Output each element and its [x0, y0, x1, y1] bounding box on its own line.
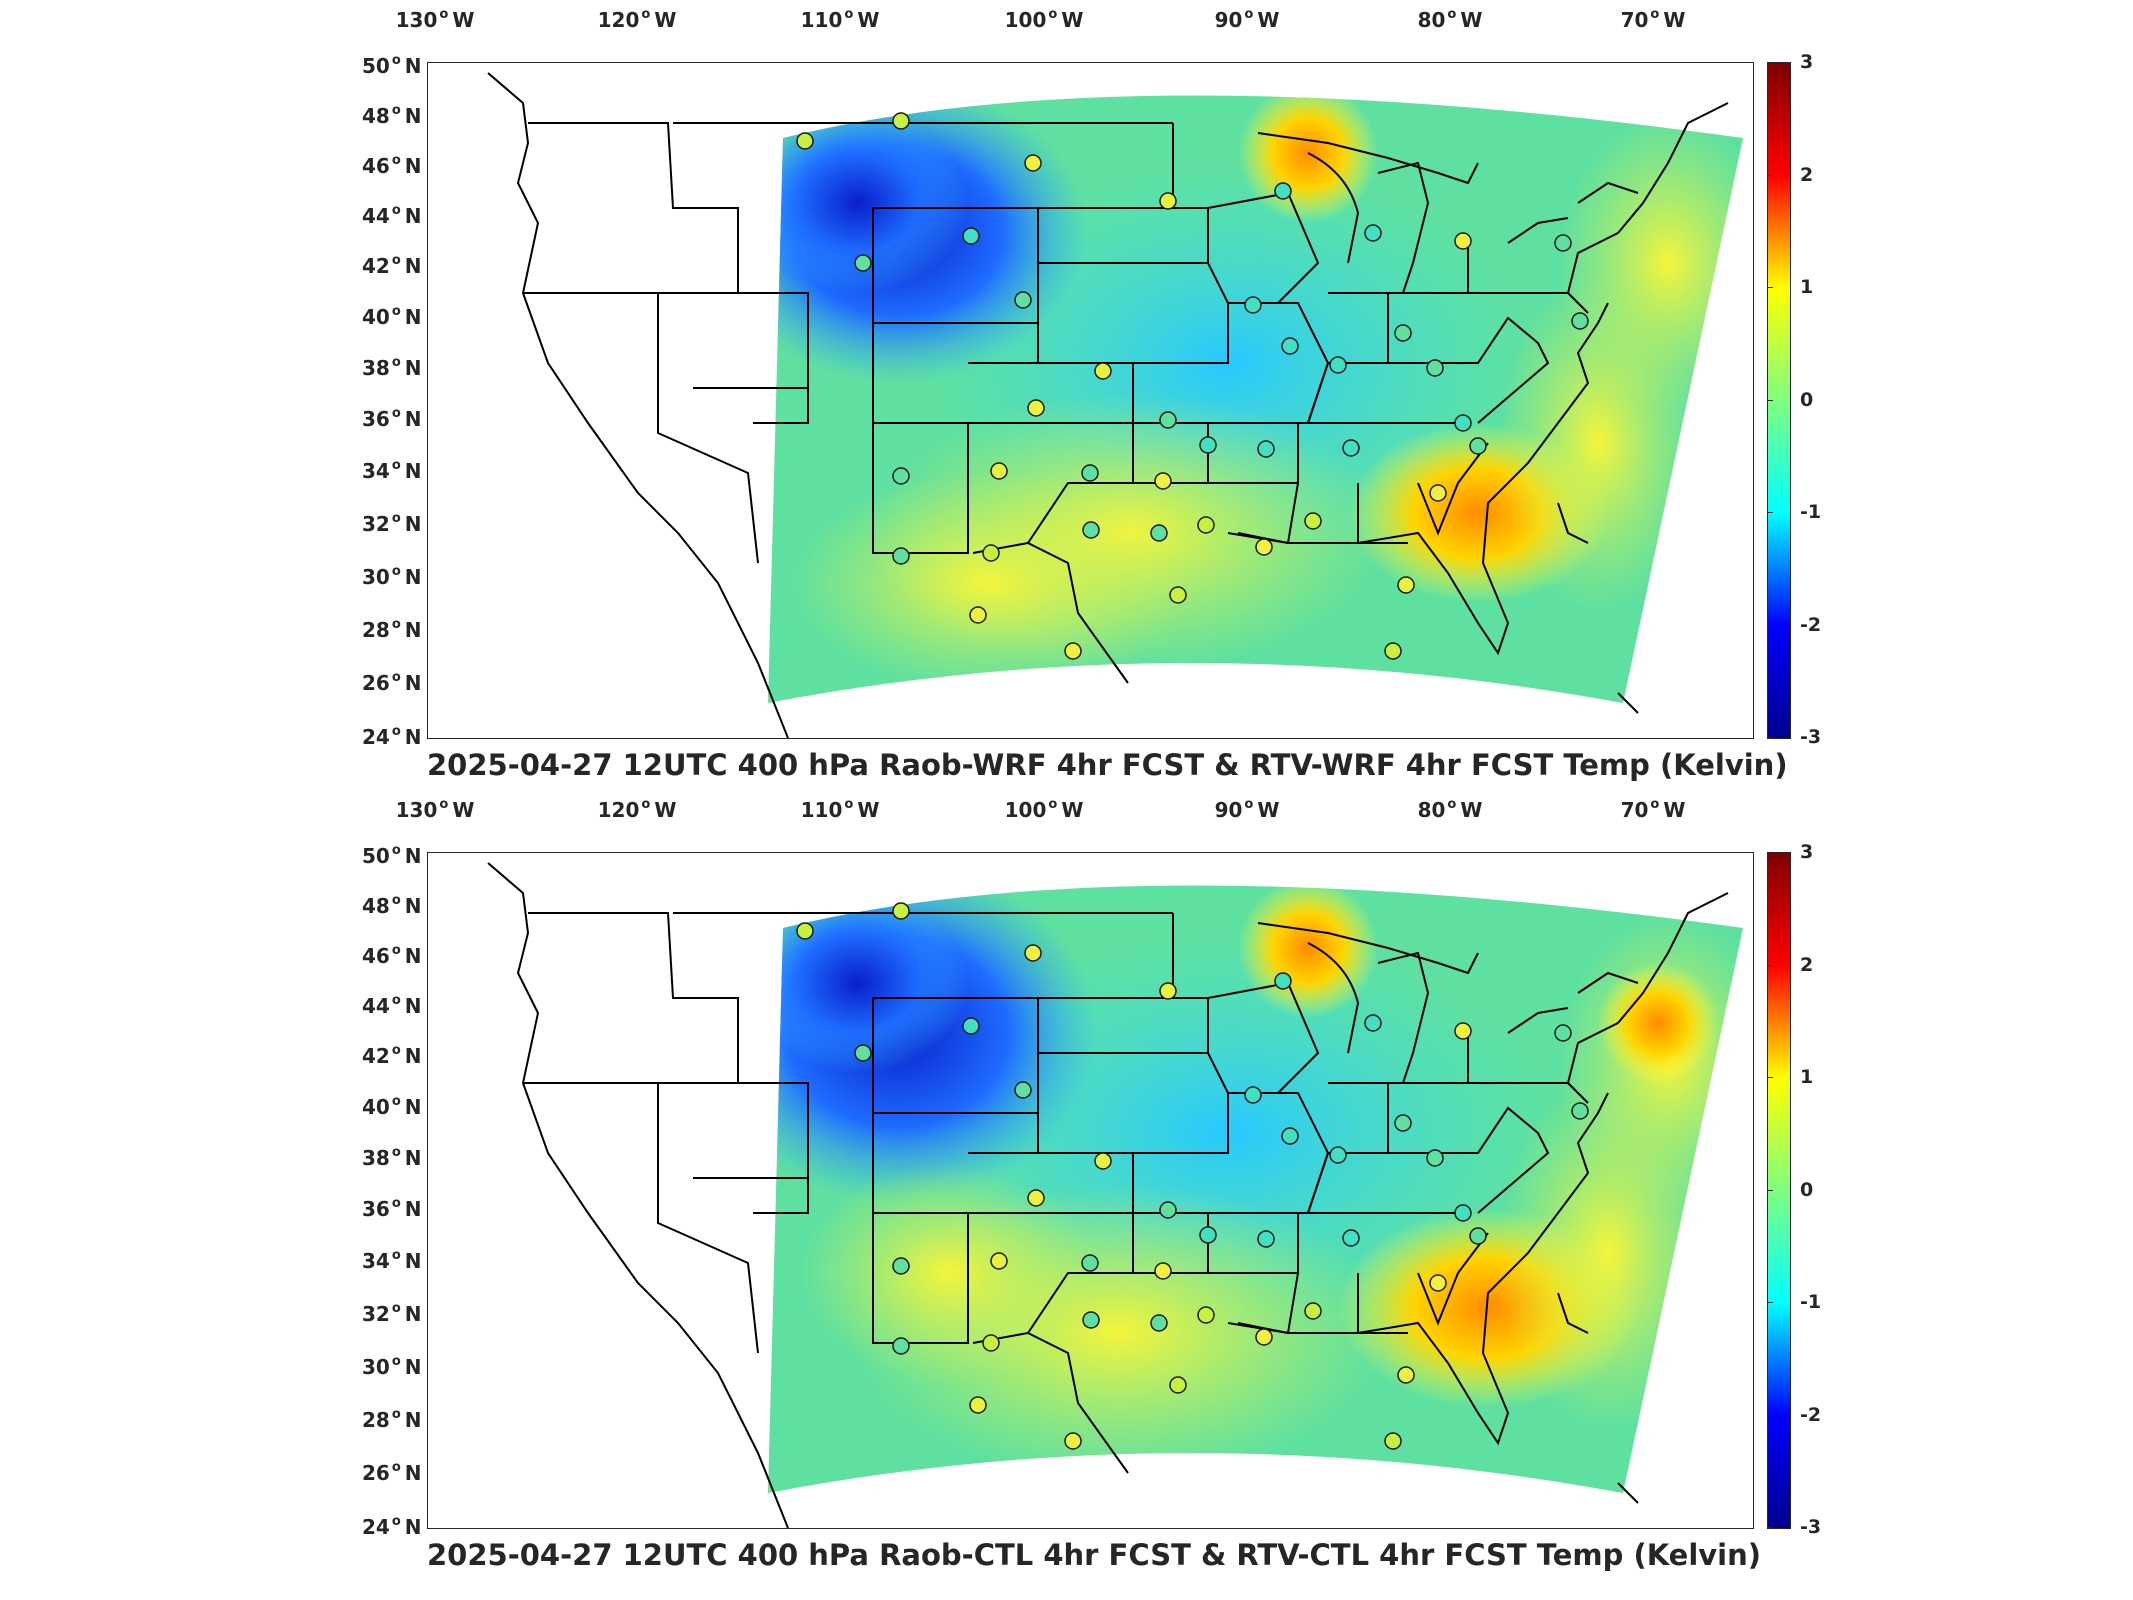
latitude-tick-label: 28 o N: [362, 617, 422, 643]
longitude-tick-label: 110 o W: [800, 797, 880, 822]
colorbar: [1767, 852, 1791, 1529]
colorbar: [1767, 62, 1791, 739]
latitude-tick-label: 34 o N: [362, 458, 422, 484]
latitude-tick-label: 34 o N: [362, 1248, 422, 1274]
latitude-tick-label: 24 o N: [362, 724, 422, 749]
colorbar-tick-mark: [1767, 737, 1773, 738]
raob-stations: [796, 112, 1589, 660]
colorbar-tick-mark: [1767, 287, 1773, 288]
state-borders: [487, 862, 1729, 1528]
latitude-tick-label: 50 o N: [362, 843, 422, 868]
model-domain-field: [768, 95, 1743, 703]
colorbar-tick-mark: [1767, 1527, 1773, 1528]
map-area: [427, 62, 1754, 739]
state-borders: [487, 72, 1729, 738]
latitude-tick-label: 46 o N: [362, 152, 422, 178]
latitude-tick-label: 26 o N: [362, 1460, 422, 1486]
latitude-tick-label: 26 o N: [362, 670, 422, 696]
colorbar-tick-label: 2: [1800, 163, 1814, 186]
latitude-tick-label: 40 o N: [362, 1093, 422, 1119]
map-area: [427, 852, 1754, 1529]
latitude-tick-label: 38 o N: [362, 354, 422, 380]
model-domain-field: [768, 885, 1743, 1493]
colorbar-tick-mark: [1767, 174, 1773, 176]
longitude-tick-label: 120 o W: [597, 797, 677, 822]
latitude-tick-label: 24 o N: [362, 1514, 422, 1539]
latitude-tick-label: 48 o N: [362, 102, 422, 128]
colorbar-tick-mark: [1767, 1077, 1773, 1078]
longitude-tick-label: 130 o W: [395, 797, 475, 822]
colorbar-tick-mark: [1767, 62, 1773, 63]
colorbar-tick-label: 3: [1800, 51, 1814, 73]
panel-bottom: 130 o W 120 o W 110 o W 100 o W 90 o W 80 o W 70 o W 50 o N 48 o…: [0, 790, 2133, 1590]
latitude-tick-label: 36 o N: [362, 406, 422, 432]
colorbar-tick-label: 3: [1800, 841, 1814, 863]
latitude-tick-label: 32 o N: [362, 510, 422, 536]
latitude-tick-label: 40 o N: [362, 303, 422, 329]
latitude-tick-label: 30 o N: [362, 1353, 422, 1379]
latitude-tick-label: 44 o N: [362, 202, 422, 228]
colorbar-tick-mark: [1767, 852, 1773, 853]
latitude-tick-label: 50 o N: [362, 53, 422, 78]
longitude-tick-label: 100 o W: [1004, 797, 1084, 822]
colorbar-tick-label: -2: [1800, 613, 1822, 636]
colorbar-tick-label: 0: [1800, 1178, 1814, 1201]
colorbar-tick-mark: [1767, 1414, 1773, 1416]
latitude-tick-label: 28 o N: [362, 1407, 422, 1433]
longitude-tick-label: 120 o W: [597, 7, 677, 32]
latitude-tick-label: 36 o N: [362, 1196, 422, 1222]
longitude-tick-label: 80 o W: [1417, 797, 1483, 822]
colorbar-tick-mark: [1767, 1302, 1773, 1303]
raob-stations: [796, 902, 1589, 1450]
latitude-tick-label: 30 o N: [362, 563, 422, 589]
latitude-tick-label: 48 o N: [362, 892, 422, 918]
longitude-tick-label: 100 o W: [1004, 7, 1084, 32]
colorbar-tick-mark: [1767, 1189, 1773, 1191]
colorbar-tick-mark: [1767, 964, 1773, 966]
latitude-tick-label: 46 o N: [362, 942, 422, 968]
colorbar-tick-mark: [1767, 399, 1773, 401]
latitude-tick-label: 42 o N: [362, 252, 422, 278]
map-title: 2025-04-27 12UTC 400 hPa Raob-WRF 4hr FC…: [427, 748, 1788, 782]
colorbar-tick-label: -1: [1800, 1291, 1822, 1313]
longitude-tick-label: 70 o W: [1620, 797, 1686, 822]
latitude-tick-label: 32 o N: [362, 1300, 422, 1326]
map-svg: [487, 72, 1743, 738]
colorbar-tick-label: -2: [1800, 1403, 1822, 1426]
longitude-tick-label: 90 o W: [1214, 7, 1280, 32]
colorbar-tick-label: 1: [1800, 1066, 1814, 1088]
longitude-tick-label: 80 o W: [1417, 7, 1483, 32]
longitude-tick-label: 90 o W: [1214, 797, 1280, 822]
longitude-tick-label: 70 o W: [1620, 7, 1686, 32]
colorbar-tick-label: -3: [1800, 726, 1822, 748]
longitude-tick-label: 110 o W: [800, 7, 880, 32]
colorbar-tick-label: 1: [1800, 276, 1814, 298]
colorbar-tick-mark: [1767, 624, 1773, 626]
longitude-tick-label: 130 o W: [395, 7, 475, 32]
colorbar-tick-label: -1: [1800, 501, 1822, 523]
colorbar-tick-label: -3: [1800, 1516, 1822, 1538]
colorbar-tick-label: 0: [1800, 388, 1814, 411]
latitude-tick-label: 38 o N: [362, 1144, 422, 1170]
colorbar-tick-label: 2: [1800, 953, 1814, 976]
panel-top: 130 o W 120 o W 110 o W 100 o W 90 o W 80 o W 70 o W 50 o N 48 o…: [362, 7, 1822, 782]
colorbar-tick-mark: [1767, 512, 1773, 513]
latitude-tick-label: 44 o N: [362, 992, 422, 1018]
latitude-tick-label: 42 o N: [362, 1042, 422, 1068]
map-svg: [487, 862, 1743, 1528]
map-title: 2025-04-27 12UTC 400 hPa Raob-CTL 4hr FC…: [427, 1538, 1762, 1572]
